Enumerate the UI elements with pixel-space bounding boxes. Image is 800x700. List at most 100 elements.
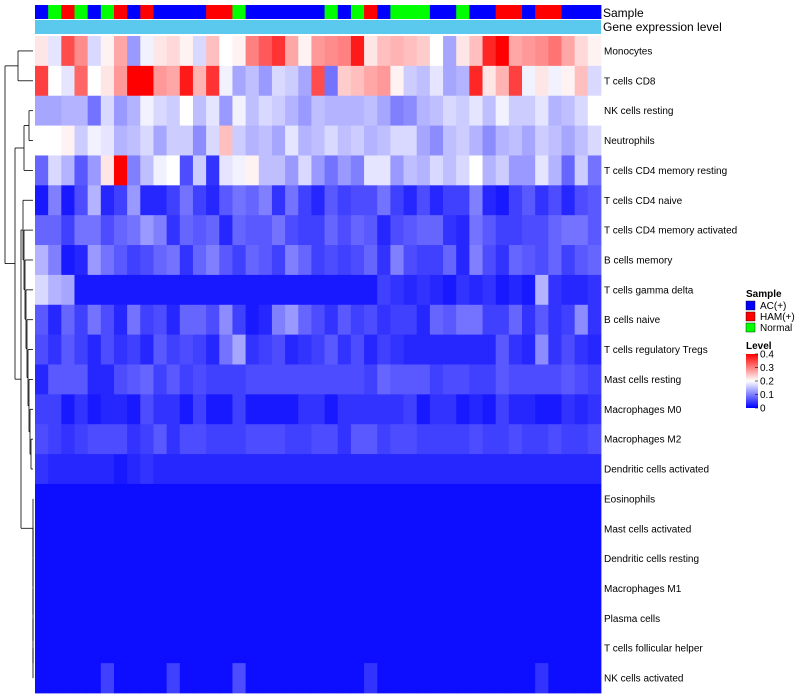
heatmap-cell (153, 245, 168, 276)
heatmap-cell (574, 603, 589, 634)
sample-group-cell (548, 5, 562, 19)
heatmap-cell (166, 185, 181, 216)
heatmap-cell (416, 573, 431, 604)
heatmap-cell (232, 364, 247, 395)
heatmap-cell (140, 215, 154, 246)
heatmap-cell (179, 454, 194, 485)
heatmap-cell (311, 334, 325, 365)
heatmap-cell (298, 424, 312, 455)
heatmap-cell (443, 185, 457, 216)
heatmap-cell (561, 65, 576, 97)
heatmap-cell (48, 394, 62, 425)
heatmap-cell (311, 304, 325, 336)
heatmap-cell (166, 95, 181, 126)
heatmap-cell (258, 454, 273, 485)
heatmap-cell (403, 513, 418, 545)
heatmap-cell (403, 95, 418, 126)
heatmap-cell (311, 603, 325, 634)
heatmap-cell (311, 663, 325, 694)
heatmap-cell (456, 36, 470, 67)
heatmap-cell (350, 334, 365, 365)
heatmap-cell (561, 513, 576, 545)
heatmap-cell (232, 543, 247, 574)
heatmap-cell (48, 36, 62, 67)
heatmap-cell (192, 245, 207, 276)
heatmap-cell (324, 424, 339, 455)
heatmap-cell (364, 65, 378, 97)
heatmap-cell (271, 513, 286, 545)
heatmap-cell (482, 334, 497, 365)
heatmap-cell (219, 543, 233, 574)
heatmap-cell (508, 304, 523, 336)
heatmap-cell (337, 155, 352, 186)
sample-group-cell (350, 5, 365, 19)
heatmap-cell (285, 274, 299, 306)
heatmap-cell (574, 304, 589, 336)
heatmap-cell (271, 274, 286, 306)
heatmap-cell (495, 394, 510, 425)
heatmap-cell (140, 155, 154, 186)
row-label: Neutrophils (604, 136, 655, 147)
heatmap-cell (179, 573, 194, 604)
sample-group-cell (35, 5, 49, 19)
heatmap-cell (113, 483, 128, 515)
heatmap-cell (495, 36, 510, 67)
heatmap-cell (127, 573, 141, 604)
heatmap-cell (508, 155, 523, 186)
heatmap-cell (574, 334, 589, 365)
heatmap-cell (258, 155, 273, 186)
heatmap-cell (35, 185, 49, 216)
heatmap-cell (495, 364, 510, 395)
heatmap-cell (522, 364, 536, 395)
heatmap-cell (35, 543, 49, 574)
heatmap-cell (206, 36, 220, 67)
heatmap-cell (443, 424, 457, 455)
heatmap-cell (113, 573, 128, 604)
sample-legend-label: HAM(+) (760, 312, 795, 323)
heatmap-cell (166, 65, 181, 97)
sample-group-cell (245, 5, 260, 19)
heatmap-cell (179, 95, 194, 126)
heatmap-cell (153, 65, 168, 97)
heatmap-cell (153, 394, 168, 425)
heatmap-cell (232, 245, 247, 276)
heatmap-cell (74, 513, 89, 545)
heatmap-cell (403, 633, 418, 664)
heatmap-cell (140, 364, 154, 395)
row-dendrogram (4, 50, 34, 679)
heatmap-cell (587, 155, 602, 186)
heatmap-cell (403, 663, 418, 694)
heatmap-cell (311, 245, 325, 276)
heatmap-cell (258, 65, 273, 97)
heatmap-cell (74, 185, 89, 216)
heatmap-cell (350, 95, 365, 126)
heatmap-cell (192, 95, 207, 126)
heatmap-cell (587, 603, 602, 634)
heatmap-cell (271, 454, 286, 485)
heatmap-cell (469, 125, 483, 156)
heatmap-cell (587, 185, 602, 216)
sample-legend-swatch (745, 311, 756, 322)
heatmap-cell (535, 334, 549, 365)
heatmap-cell (232, 125, 247, 156)
row-label: Macrophages M1 (604, 584, 682, 595)
heatmap-cell (206, 364, 220, 395)
heatmap-cell (311, 483, 325, 515)
heatmap-cell (219, 513, 233, 545)
heatmap-cell (364, 125, 378, 156)
heatmap-cell (403, 245, 418, 276)
heatmap-cell (429, 364, 444, 395)
heatmap-cell (350, 304, 365, 336)
heatmap-cell (271, 155, 286, 186)
heatmap-cell (48, 185, 62, 216)
heatmap-cell (298, 603, 312, 634)
heatmap-cell (153, 304, 168, 336)
heatmap-cell (587, 215, 602, 246)
heatmap-cell (390, 65, 404, 97)
heatmap-cell (561, 424, 576, 455)
sample-legend-title: Sample (746, 289, 782, 300)
heatmap-cell (35, 513, 49, 545)
heatmap-cell (337, 454, 352, 485)
heatmap-cell (495, 424, 510, 455)
